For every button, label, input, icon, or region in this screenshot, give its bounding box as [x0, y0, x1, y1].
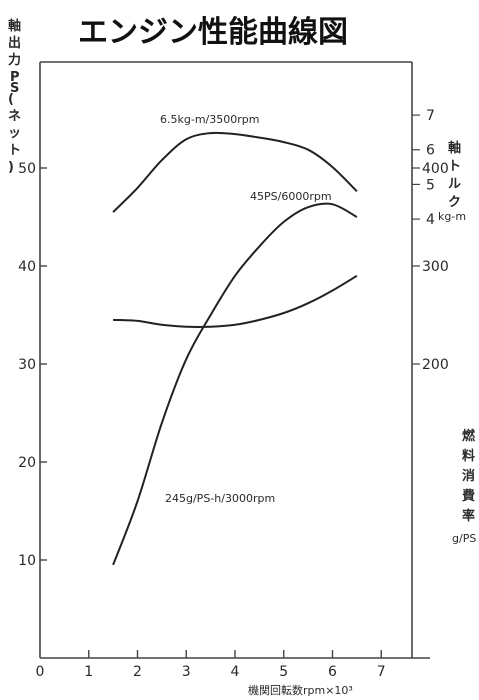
- curve-fuel: [113, 274, 358, 329]
- annotation-fuel: 245g/PS-h/3000rpm: [165, 492, 275, 505]
- chart-annotations: 45PS/6000rpm 6.5kg-m/3500rpm 245g/PS-h/300…: [160, 113, 332, 505]
- y-fuel-unit: g/PS: [452, 532, 476, 545]
- x-tick-label: 5: [279, 664, 288, 680]
- y-left-tick-label: 10: [18, 553, 36, 569]
- y-torque-label: 軸トルク: [448, 140, 461, 210]
- x-tick-label: 0: [36, 664, 45, 680]
- y-fuel-tick-label: 200: [422, 357, 449, 373]
- x-tick-label: 7: [377, 664, 386, 680]
- y-left-axis-ticks: 10 20 30 40 50: [18, 161, 47, 569]
- y-fuel-label: 燃料消費率: [462, 428, 476, 524]
- y-torque-tick-label: 6: [426, 143, 435, 159]
- annotation-power: 45PS/6000rpm: [250, 190, 332, 203]
- x-tick-label: 1: [84, 664, 93, 680]
- y-torque-tick-label: 7: [426, 108, 435, 124]
- chart-curves: [112, 131, 358, 566]
- y-left-tick-label: 30: [18, 357, 36, 373]
- y-left-tick-label: 40: [18, 259, 36, 275]
- x-axis-ticks: 0 1 2 3 4 5 6 7: [36, 650, 386, 680]
- y-left-axis-label: 軸出力 P S (ネット): [8, 18, 21, 175]
- x-tick-label: 3: [182, 664, 191, 680]
- curve-power: [112, 202, 358, 566]
- y-right-fuel-axis: 200 300 400 燃料消費率 g/PS: [412, 161, 476, 545]
- x-tick-label: 4: [231, 664, 240, 680]
- chart-title: エンジン性能曲線図: [78, 15, 348, 50]
- y-fuel-tick-label: 300: [422, 259, 449, 275]
- annotation-torque: 6.5kg-m/3500rpm: [160, 113, 259, 126]
- x-axis-label: 機関回転数rpm×10³: [248, 683, 353, 697]
- x-axis-title: 機関回転数rpm×10³: [248, 683, 353, 697]
- y-left-tick-label: 50: [18, 161, 36, 177]
- x-tick-label: 2: [133, 664, 142, 680]
- y-torque-tick-label: 4: [426, 212, 435, 228]
- curve-torque: [112, 131, 358, 213]
- y-fuel-tick-label: 400: [422, 161, 449, 177]
- y-torque-tick-label: 5: [426, 177, 435, 193]
- y-left-tick-label: 20: [18, 455, 36, 471]
- y-left-label-text: 軸出力 P S (ネット): [8, 18, 21, 175]
- x-tick-label: 6: [328, 664, 337, 680]
- y-torque-unit: kg-m: [438, 210, 466, 223]
